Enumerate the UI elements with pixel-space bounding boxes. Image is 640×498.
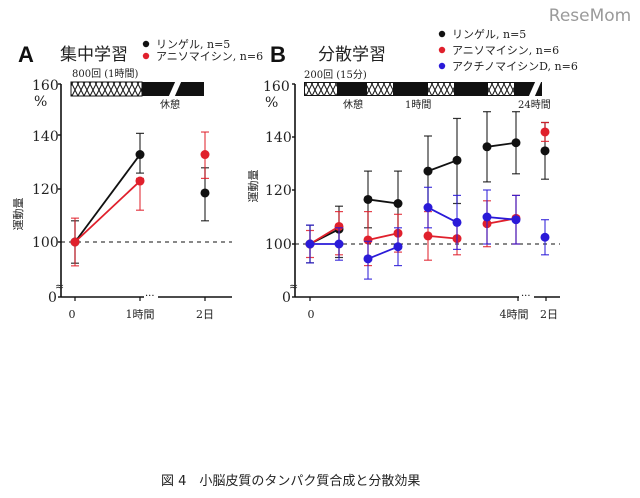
legend-b-aniso-marker [438,46,446,54]
data-point [135,176,145,186]
panel-a-letter: A [18,42,34,67]
panel-a-title: 集中学習 [60,45,128,65]
panel-a-protocol-label: 800回 (1時間) [72,68,139,80]
data-point [135,150,145,160]
data-point [305,239,315,249]
panel-b-protocol-label: 200回 (15分) [304,69,367,81]
legend-a-aniso-marker [142,52,150,60]
data-point [334,221,344,231]
panel-b-mid-label: 1時間 [405,99,431,111]
panel-a-xtick-1: 1時間 [126,308,155,321]
data-point [482,142,492,152]
panel-b-protocol-bar [304,82,542,96]
panel-b-time-break [528,80,542,98]
data-point [70,237,80,247]
panel-a-training-block [70,81,143,97]
series-2-b [305,186,550,280]
series-line [486,216,517,221]
panel-b-xtick-1: 4時間 [500,308,529,321]
panel-b-title: 分散学習 [318,45,386,65]
data-point [511,215,521,225]
data-point [452,217,462,227]
data-point [452,155,462,165]
panel-a-time-break [168,80,182,98]
panel-a-ytick-120: 120 [32,182,59,198]
series-line [74,180,141,243]
legend-b-actino: アクチノマイシンD, n=6 [452,60,578,73]
panel-a-xtick-0: 0 [69,308,76,321]
data-point [511,138,521,148]
panel-a: A 集中学習 リンゲル, n=5 アニソマイシン, n=6 800回 (1時間)… [11,38,263,321]
panel-b: B 分散学習 リンゲル, n=5 アニソマイシン, n=6 アクチノマイシンD,… [246,28,578,321]
panel-b-end-label: 24時間 [518,99,551,111]
series-line [367,198,399,205]
data-point [200,188,210,198]
panel-a-axis-break-icon: ≈ [55,280,64,293]
panel-a-xtick-2: 2日 [196,308,214,321]
svg-text:···: ··· [145,291,155,302]
data-point [200,150,210,160]
legend-b-aniso: アニソマイシン, n=6 [452,44,559,57]
data-point [393,242,403,252]
data-point [423,231,433,241]
series-line [367,245,399,260]
legend-b-actino-marker [438,62,446,70]
panel-b-yunit: % [265,95,278,111]
data-point [540,146,550,156]
panel-b-training-block-3 [428,83,454,95]
resemom-logo: ReseMom [549,6,631,26]
panel-a-ytick-100: 100 [32,235,59,251]
legend-a-aniso: アニソマイシン, n=6 [156,50,263,63]
series-line [309,225,340,245]
panel-a-rest-label: 休憩 [160,98,180,111]
data-point [393,199,403,208]
panel-b-training-block-1 [305,83,337,95]
panel-b-rest-label: 休憩 [343,98,363,111]
data-point [540,127,550,137]
series-line [427,206,458,224]
data-point [363,194,373,204]
series-line [486,141,517,148]
panel-a-ytick-140: 140 [32,129,59,145]
data-point [482,212,492,222]
panel-a-ytick-160: 160 [32,78,59,94]
panel-b-xtick-2: 2日 [540,308,558,321]
series-line [427,159,458,172]
svg-text:···: ··· [521,291,531,302]
legend-a-ringer-marker [142,40,150,48]
legend-b-ringer: リンゲル, n=5 [452,28,526,41]
panel-b-ytick-140: 140 [265,130,292,146]
series-line [427,235,458,240]
panel-b-training-block-4 [488,83,514,95]
panel-b-ytick-160: 160 [263,79,290,95]
series-line [367,232,399,241]
panel-b-ytick-120: 120 [265,183,292,199]
legend-a-ringer: リンゲル, n=5 [156,38,230,51]
data-point [363,254,373,264]
series-line [74,154,141,243]
data-point [423,203,433,213]
panel-b-training-block-2 [367,83,393,95]
legend-b-ringer-marker [438,30,446,38]
panel-b-ylabel: 運動量 [246,170,260,203]
panel-b-letter: B [270,42,286,67]
panel-b-axis-break-icon: ≈ [289,280,298,293]
series-1-a [70,131,210,267]
panel-b-ytick-0: 0 [282,290,291,306]
panel-a-yunit: % [34,94,47,110]
panel-b-ytick-100: 100 [265,237,292,253]
data-point [540,232,550,242]
data-point [423,166,433,176]
panel-a-ylabel: 運動量 [11,198,25,231]
figure-caption: 図 4 小脳皮質のタンパク質合成と分散効果 [161,474,420,489]
data-point [363,235,373,245]
panel-b-xtick-0: 0 [308,308,315,321]
data-point [334,239,344,249]
panel-a-ytick-0: 0 [48,290,57,306]
